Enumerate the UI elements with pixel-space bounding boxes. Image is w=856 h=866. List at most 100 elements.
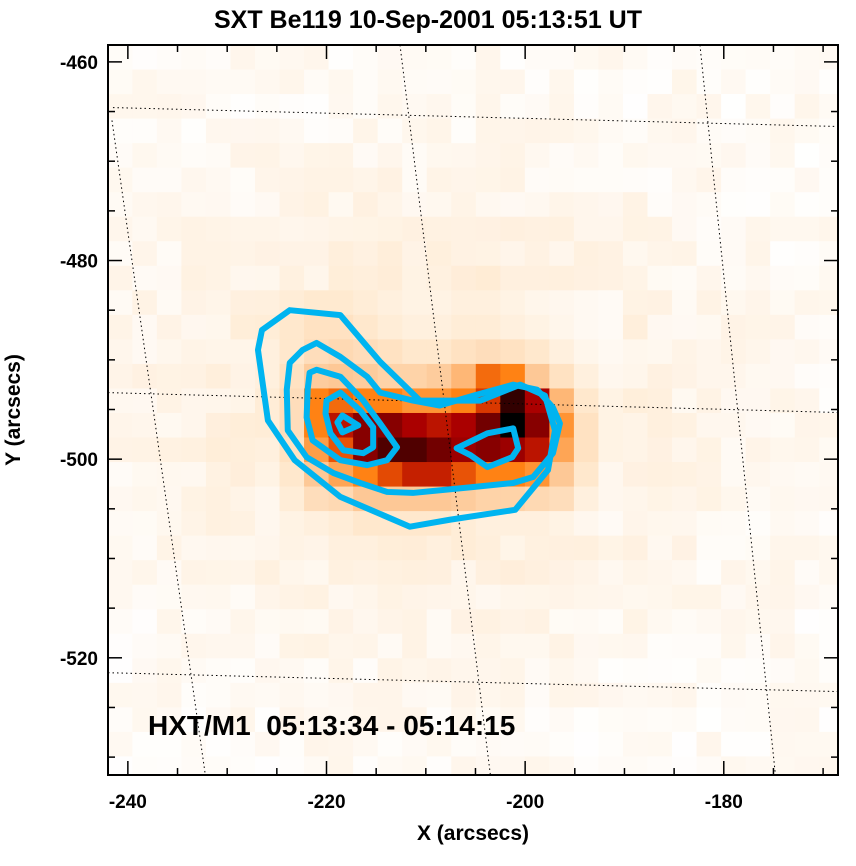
heatmap-cell [108,584,133,610]
heatmap-cell [451,339,477,365]
heatmap-cell [672,682,698,708]
heatmap-cell [304,658,330,684]
heatmap-cell [647,69,673,95]
heatmap-cell [230,241,256,267]
heatmap-cell [205,535,231,561]
heatmap-cell [108,756,133,775]
heatmap-cell [573,339,599,365]
heatmap-cell [156,658,182,684]
heatmap-cell [475,339,501,365]
heatmap-cell [230,192,256,218]
heatmap-cell [844,168,856,193]
heatmap-cell [304,486,330,512]
y-tick-label: -480 [60,252,98,273]
heatmap-cell [672,167,698,193]
heatmap-cell [328,756,354,775]
heatmap-cell [402,707,428,733]
heatmap-cell [304,584,330,610]
heatmap-cell [721,584,747,610]
heatmap-cell [181,584,207,610]
heatmap-cell [475,560,501,586]
heatmap-cell [647,511,673,537]
heatmap-cell [598,69,624,95]
heatmap-cell [844,560,856,585]
heatmap-cell [205,560,231,586]
heatmap-cell [794,241,820,267]
heatmap-cell [721,756,747,775]
heatmap-cell [672,731,698,757]
heatmap-cell [377,290,403,316]
heatmap-cell [794,584,820,610]
hxt-contour [334,412,362,436]
heatmap-cell [132,609,158,635]
heatmap-cell [622,265,649,291]
heatmap-cell [402,560,428,586]
heatmap-cell [770,363,796,389]
heatmap-cell [475,707,501,733]
heatmap-cell [132,462,158,488]
heatmap-cell [622,731,649,757]
heatmap-cell [377,314,403,340]
heatmap-cell [230,388,256,414]
heatmap-cell [819,143,838,169]
heatmap-cell [770,94,796,120]
heatmap-cell [279,560,305,586]
heatmap-cell [451,118,477,144]
heatmap-cell [794,143,820,169]
heatmap-cell [622,143,649,169]
heatmap-cell [426,314,452,340]
heatmap-cell [181,756,207,775]
heatmap-cell [230,658,256,684]
heatmap-cell [108,609,109,635]
heatmap-cell [794,731,820,757]
heatmap-cell [328,45,354,71]
heatmap-cell [844,94,856,119]
heatmap-cell [108,118,133,144]
heatmap-cell [426,69,452,95]
heatmap-cell [745,290,771,316]
heatmap-cell [696,462,722,488]
heatmap-cell [672,633,698,659]
heatmap-cell [156,118,182,144]
heatmap-cell [402,339,428,365]
heatmap-cell [205,339,231,365]
heatmap-cell [696,437,722,463]
heatmap-cell [573,241,599,267]
heatmap-cell [819,69,838,95]
heatmap-cell [156,339,182,365]
heatmap-cell [500,45,526,71]
heatmap-cell [476,781,501,806]
heatmap-cell [205,731,231,757]
heatmap-cell [745,707,771,733]
heatmap-cell [721,216,747,242]
heatmap-cell [304,94,330,120]
heatmap-cell [156,707,182,733]
heatmap-cell [647,412,673,439]
heatmap-cell [745,682,771,708]
heatmap-cell [549,658,575,684]
heatmap-cell [108,731,133,757]
heatmap-cell [108,511,133,537]
heatmap-cell [819,731,838,757]
heatmap-cell [156,731,182,757]
heatmap-cell [426,265,452,291]
heatmap-cell [230,486,256,512]
heatmap-cell [549,535,575,561]
heatmap-cell [844,290,856,315]
heatmap-cell [622,290,649,316]
heatmap-cell [598,756,624,775]
heatmap-cell [794,118,820,144]
heatmap-cell [353,241,379,267]
heatmap-cell [254,707,281,733]
heatmap-cell [475,45,501,71]
heatmap-cell [377,462,403,488]
heatmap-cell [279,69,305,95]
heatmap-cell [598,560,624,586]
heatmap-cell [647,707,673,733]
hxt-annotation: HXT/M1 05:13:34 - 05:14:15 [148,710,515,741]
heatmap-cell [549,633,575,659]
heatmap-cell [573,682,599,708]
heatmap-cell [573,388,599,414]
heatmap-cell [524,314,550,340]
heatmap-cell [573,192,599,218]
